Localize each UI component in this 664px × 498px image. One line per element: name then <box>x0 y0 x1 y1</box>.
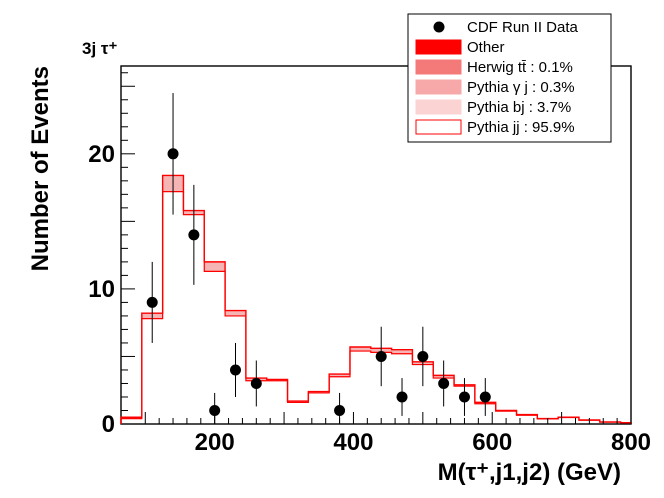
legend-label: Herwig tt̄ : 0.1% <box>467 59 573 76</box>
legend: CDF Run II Data Other Herwig tt̄ : 0.1% Pyt… <box>407 13 612 143</box>
data-point <box>229 364 241 376</box>
y-tick-label: 10 <box>88 276 115 303</box>
data-point <box>209 404 221 416</box>
legend-swatch <box>415 39 462 55</box>
x-tick-label: 800 <box>611 429 651 456</box>
legend-swatch <box>415 99 462 115</box>
data-point <box>458 391 470 403</box>
data-point <box>146 296 158 308</box>
stack-band <box>225 310 246 316</box>
axes-layer: 200 400 600 800 0 10 20 <box>88 72 651 456</box>
data-point <box>334 404 346 416</box>
stack-band <box>391 349 413 354</box>
data-point <box>479 391 491 403</box>
legend-label: Pythia jj : 95.9% <box>467 119 575 136</box>
legend-label: Pythia γ j : 0.3% <box>467 79 575 96</box>
y-tick-label: 20 <box>88 141 115 168</box>
data-point <box>250 377 262 389</box>
x-axis-title: M(τ⁺,j1,j2) (GeV) <box>438 459 621 486</box>
data-point <box>417 350 429 362</box>
x-tick-label: 200 <box>195 429 235 456</box>
y-axis-title: Number of Events <box>27 66 54 271</box>
data-point <box>375 350 387 362</box>
stack-band <box>204 261 226 272</box>
legend-label: Pythia bj : 3.7% <box>467 99 571 116</box>
plot-frame <box>120 65 632 425</box>
data-point <box>188 229 200 241</box>
legend-swatch <box>415 59 462 75</box>
stack-band <box>329 374 350 377</box>
legend-swatch <box>415 79 462 95</box>
y-tick-label: 0 <box>102 411 115 438</box>
data-points-layer <box>146 93 491 424</box>
legend-label: CDF Run II Data <box>467 19 579 36</box>
x-tick-label: 600 <box>472 429 512 456</box>
data-point <box>438 377 450 389</box>
data-point <box>396 391 408 403</box>
corner-label: 3j τ⁺ <box>82 39 117 58</box>
x-tick-label: 400 <box>333 429 373 456</box>
data-point <box>167 148 179 160</box>
stack-band <box>349 346 371 352</box>
legend-swatch <box>415 119 462 135</box>
legend-marker-dot <box>433 21 445 33</box>
legend-label: Other <box>467 39 505 56</box>
